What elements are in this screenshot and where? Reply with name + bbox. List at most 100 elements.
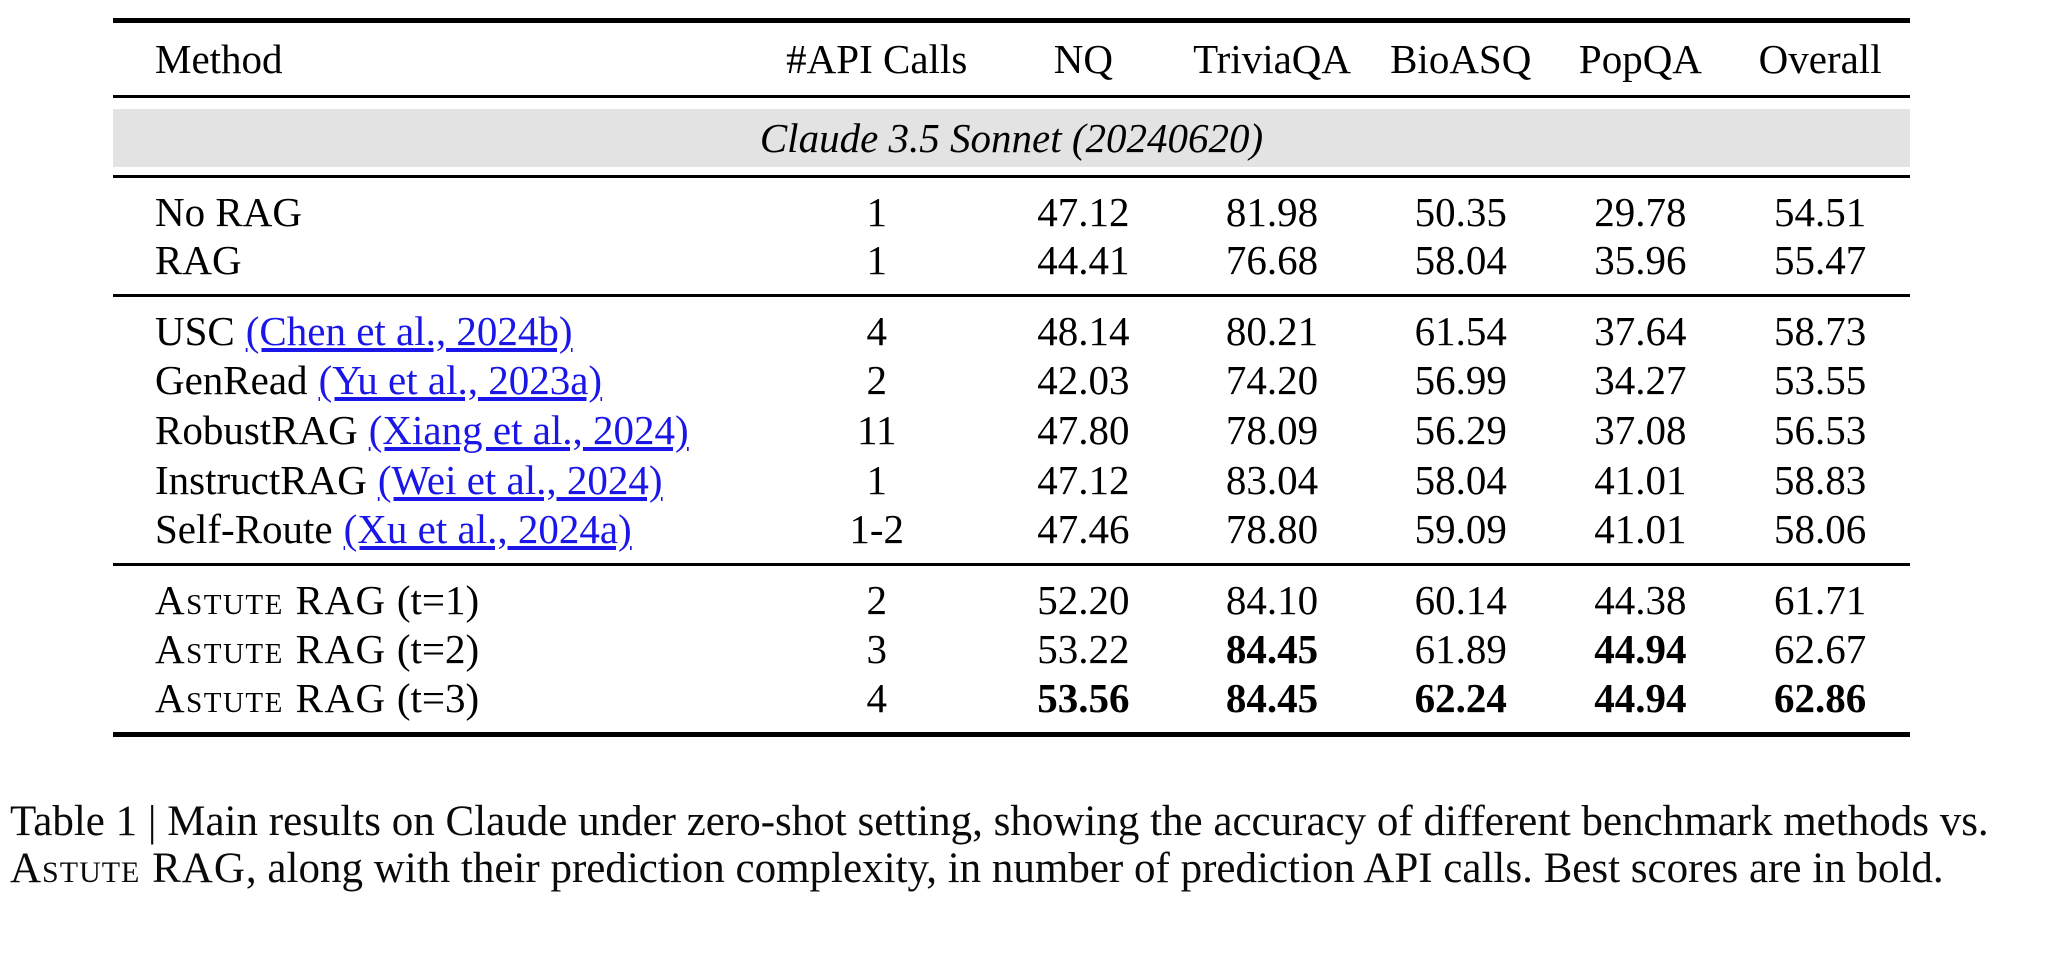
- column-header-bioasq: BioASQ: [1390, 36, 1532, 82]
- model-group: Claude 3.5 Sonnet (20240620): [113, 97, 1910, 177]
- api-calls-cell: 4: [866, 308, 887, 354]
- api-calls-cell: 2: [866, 577, 887, 623]
- method-name: Self-Route: [155, 506, 333, 552]
- score-cell: 53.55: [1774, 357, 1867, 403]
- score-cell: 34.27: [1594, 357, 1687, 403]
- score-cell: 78.80: [1225, 506, 1319, 552]
- score-cell: 53.22: [1037, 626, 1130, 672]
- score-cell: 61.71: [1774, 577, 1867, 623]
- table-row: USC (Chen et al., 2024b) 4 48.14 80.21 61…: [113, 296, 1910, 356]
- caption-text-part1: Table 1 | Main results on Claude under z…: [10, 798, 1989, 845]
- citation-link[interactable]: (Xiang et al., 2024): [368, 407, 689, 453]
- table-row: GenRead (Yu et al., 2023a) 2 42.03 74.20 …: [113, 355, 1910, 405]
- score-cell: 44.94: [1594, 675, 1687, 721]
- model-group-row: Claude 3.5 Sonnet (20240620): [113, 97, 1910, 177]
- score-cell: 81.98: [1225, 189, 1319, 235]
- column-header-overall: Overall: [1758, 36, 1882, 82]
- score-cell: 80.21: [1225, 308, 1319, 354]
- table-row: No RAG 1 47.12 81.98 50.35 29.78 54.51: [113, 177, 1910, 237]
- score-cell: 84.45: [1225, 675, 1319, 721]
- method-cell: RAG: [113, 236, 760, 296]
- score-cell: 41.01: [1594, 506, 1687, 552]
- method-cell: No RAG: [113, 177, 760, 237]
- score-cell: 54.51: [1774, 189, 1867, 235]
- header-row: Method #API Calls NQ TriviaQA BioASQ Pop…: [113, 21, 1910, 97]
- results-table-wrap: Method #API Calls NQ TriviaQA BioASQ Pop…: [113, 18, 1910, 737]
- score-cell: 58.04: [1414, 457, 1507, 503]
- method-cell: GenRead (Yu et al., 2023a): [113, 355, 760, 405]
- score-cell: 53.56: [1037, 675, 1130, 721]
- score-cell: 59.09: [1414, 506, 1507, 552]
- method-name: No RAG: [155, 189, 302, 235]
- api-calls-cell: 1: [866, 189, 887, 235]
- method-suffix: (t=3): [386, 675, 480, 721]
- score-cell: 58.83: [1774, 457, 1867, 503]
- api-calls-cell: 2: [866, 357, 887, 403]
- section-baselines: No RAG 1 47.12 81.98 50.35 29.78 54.51 R…: [113, 176, 1910, 296]
- table-row: Astute RAG (t=3) 4 53.56 84.45 62.24 44.…: [113, 674, 1910, 735]
- score-cell: 47.12: [1037, 457, 1130, 503]
- table-header: Method #API Calls NQ TriviaQA BioASQ Pop…: [113, 21, 1910, 97]
- score-cell: 62.67: [1774, 626, 1867, 672]
- citation-link[interactable]: (Yu et al., 2023a): [318, 357, 603, 403]
- score-cell: 84.45: [1225, 626, 1319, 672]
- caption-astute-rag: Astute RAG: [10, 845, 246, 892]
- api-calls-cell: 3: [866, 626, 887, 672]
- table-row: Astute RAG (t=1) 2 52.20 84.10 60.14 44.…: [113, 565, 1910, 625]
- table-row: InstructRAG (Wei et al., 2024) 1 47.12 83…: [113, 455, 1910, 505]
- model-group-cell: Claude 3.5 Sonnet (20240620): [113, 97, 1910, 177]
- score-cell: 35.96: [1594, 237, 1687, 283]
- score-cell: 83.04: [1225, 457, 1319, 503]
- score-cell: 62.86: [1774, 675, 1867, 721]
- method-cell: RobustRAG (Xiang et al., 2024): [113, 405, 760, 455]
- api-calls-cell: 4: [866, 675, 887, 721]
- method-name: USC: [155, 308, 235, 354]
- citation-link[interactable]: (Wei et al., 2024): [377, 457, 663, 503]
- method-cell: Self-Route (Xu et al., 2024a): [113, 505, 760, 565]
- score-cell: 61.89: [1414, 626, 1507, 672]
- caption-text-part2: , along with their prediction complexity…: [245, 845, 1944, 892]
- api-calls-cell: 1: [866, 457, 887, 503]
- results-table: Method #API Calls NQ TriviaQA BioASQ Pop…: [113, 18, 1910, 737]
- score-cell: 44.41: [1037, 237, 1130, 283]
- api-calls-cell: 1: [866, 237, 887, 283]
- method-name: RobustRAG: [155, 407, 358, 453]
- score-cell: 56.53: [1774, 407, 1867, 453]
- table-row: Self-Route (Xu et al., 2024a) 1-2 47.46 7…: [113, 505, 1910, 565]
- table-caption: Table 1 | Main results on Claude under z…: [10, 798, 2042, 892]
- citation-link[interactable]: (Chen et al., 2024b): [245, 308, 573, 354]
- table-row: RobustRAG (Xiang et al., 2024) 11 47.80 7…: [113, 405, 1910, 455]
- score-cell: 76.68: [1225, 237, 1319, 283]
- method-suffix: (t=1): [386, 577, 480, 623]
- score-cell: 62.24: [1414, 675, 1507, 721]
- score-cell: 44.94: [1594, 626, 1687, 672]
- method-name: Astute RAG: [155, 577, 387, 623]
- score-cell: 58.06: [1774, 506, 1867, 552]
- score-cell: 84.10: [1225, 577, 1319, 623]
- score-cell: 37.64: [1594, 308, 1687, 354]
- method-suffix: (t=2): [386, 626, 480, 672]
- method-cell: InstructRAG (Wei et al., 2024): [113, 455, 760, 505]
- score-cell: 60.14: [1414, 577, 1507, 623]
- method-name: InstructRAG: [155, 457, 367, 503]
- column-header-popqa: PopQA: [1578, 36, 1702, 82]
- score-cell: 56.29: [1414, 407, 1507, 453]
- table-row: RAG 1 44.41 76.68 58.04 35.96 55.47: [113, 236, 1910, 296]
- score-cell: 42.03: [1037, 357, 1130, 403]
- citation-link[interactable]: (Xu et al., 2024a): [343, 506, 632, 552]
- method-name: Astute RAG: [155, 675, 387, 721]
- score-cell: 52.20: [1037, 577, 1130, 623]
- method-name: GenRead: [155, 357, 308, 403]
- method-name: RAG: [155, 237, 242, 283]
- api-calls-cell: 1-2: [849, 506, 905, 552]
- score-cell: 47.46: [1037, 506, 1130, 552]
- score-cell: 47.12: [1037, 189, 1130, 235]
- method-cell: Astute RAG (t=3): [113, 674, 760, 735]
- method-cell: Astute RAG (t=1): [113, 565, 760, 625]
- method-cell: USC (Chen et al., 2024b): [113, 296, 760, 356]
- method-name: Astute RAG: [155, 626, 387, 672]
- score-cell: 74.20: [1225, 357, 1319, 403]
- model-group-header: Claude 3.5 Sonnet (20240620): [113, 109, 1910, 167]
- api-calls-cell: 11: [856, 407, 897, 453]
